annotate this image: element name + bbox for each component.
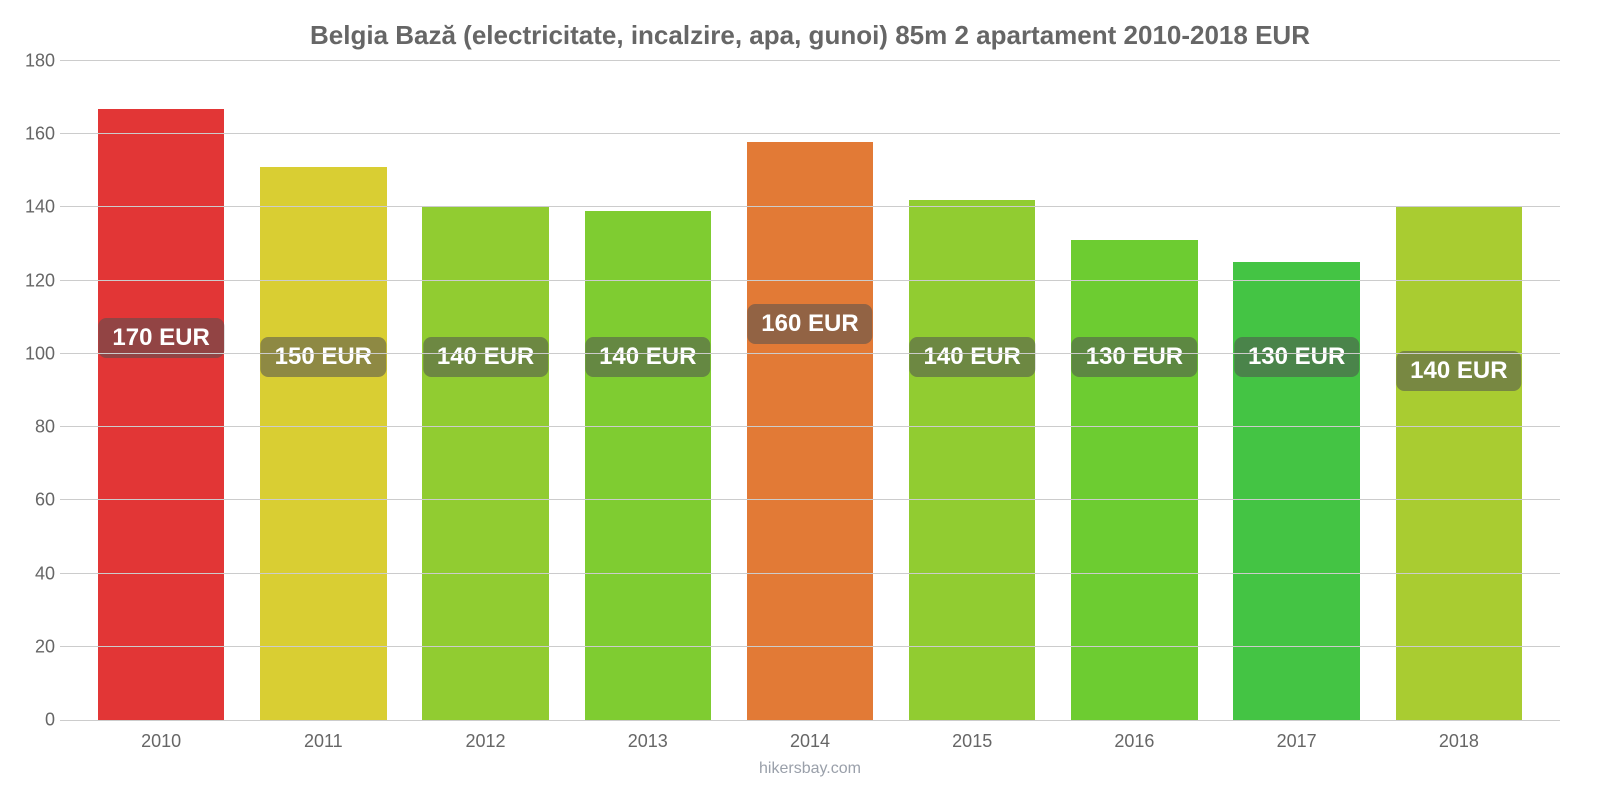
label-anchor: 160 EUR: [729, 61, 891, 720]
y-tick-label: 80: [15, 417, 55, 438]
plot-area: 170 EUR 150 EUR 140 EUR 140 EUR 160 EUR 140 E…: [60, 61, 1560, 721]
x-tick-label: 2017: [1216, 731, 1378, 752]
gridline: [60, 206, 1560, 207]
bar-value-label: 150 EUR: [261, 337, 386, 377]
label-anchor: 130 EUR: [1053, 61, 1215, 720]
gridline: [60, 573, 1560, 574]
label-anchor: 130 EUR: [1216, 61, 1378, 720]
bar-value-label: 130 EUR: [1072, 337, 1197, 377]
x-tick-label: 2013: [567, 731, 729, 752]
bar-slot: 130 EUR: [1053, 61, 1215, 720]
source-text: hikersbay.com: [60, 760, 1560, 778]
gridline: [60, 280, 1560, 281]
chart-container: Belgia Bază (electricitate, incalzire, a…: [0, 0, 1600, 800]
x-tick-label: 2012: [404, 731, 566, 752]
y-tick-label: 120: [15, 270, 55, 291]
gridline: [60, 60, 1560, 61]
gridline: [60, 353, 1560, 354]
x-tick-label: 2016: [1053, 731, 1215, 752]
label-anchor: 150 EUR: [242, 61, 404, 720]
y-tick-label: 180: [15, 51, 55, 72]
gridline: [60, 499, 1560, 500]
gridline: [60, 646, 1560, 647]
y-tick-label: 20: [15, 636, 55, 657]
label-anchor: 140 EUR: [567, 61, 729, 720]
y-tick-label: 160: [15, 124, 55, 145]
x-tick-label: 2014: [729, 731, 891, 752]
bar-slot: 140 EUR: [404, 61, 566, 720]
y-tick-label: 0: [15, 710, 55, 731]
bar-value-label: 140 EUR: [585, 337, 710, 377]
x-tick-label: 2011: [242, 731, 404, 752]
y-tick-label: 140: [15, 197, 55, 218]
bar-slot: 140 EUR: [1378, 61, 1540, 720]
bar-slot: 160 EUR: [729, 61, 891, 720]
bar-value-label: 160 EUR: [747, 304, 872, 344]
bar-value-label: 170 EUR: [98, 318, 223, 358]
gridline: [60, 133, 1560, 134]
y-tick-label: 60: [15, 490, 55, 511]
x-axis-labels: 201020112012201320142015201620172018: [60, 721, 1560, 752]
y-tick-label: 40: [15, 563, 55, 584]
x-tick-label: 2015: [891, 731, 1053, 752]
bar-value-label: 140 EUR: [423, 337, 548, 377]
label-anchor: 170 EUR: [80, 61, 242, 720]
bar-value-label: 140 EUR: [910, 337, 1035, 377]
label-anchor: 140 EUR: [1378, 61, 1540, 720]
bar-value-label: 130 EUR: [1234, 337, 1359, 377]
bar-value-label: 140 EUR: [1396, 351, 1521, 391]
x-tick-label: 2010: [80, 731, 242, 752]
bar-slot: 140 EUR: [891, 61, 1053, 720]
bar-slot: 140 EUR: [567, 61, 729, 720]
y-tick-label: 100: [15, 343, 55, 364]
bar-slot: 130 EUR: [1216, 61, 1378, 720]
bars-container: 170 EUR 150 EUR 140 EUR 140 EUR 160 EUR 140 E…: [60, 61, 1560, 720]
bar-slot: 150 EUR: [242, 61, 404, 720]
label-anchor: 140 EUR: [891, 61, 1053, 720]
chart-title: Belgia Bază (electricitate, incalzire, a…: [60, 20, 1560, 51]
x-tick-label: 2018: [1378, 731, 1540, 752]
bar-slot: 170 EUR: [80, 61, 242, 720]
gridline: [60, 426, 1560, 427]
label-anchor: 140 EUR: [404, 61, 566, 720]
